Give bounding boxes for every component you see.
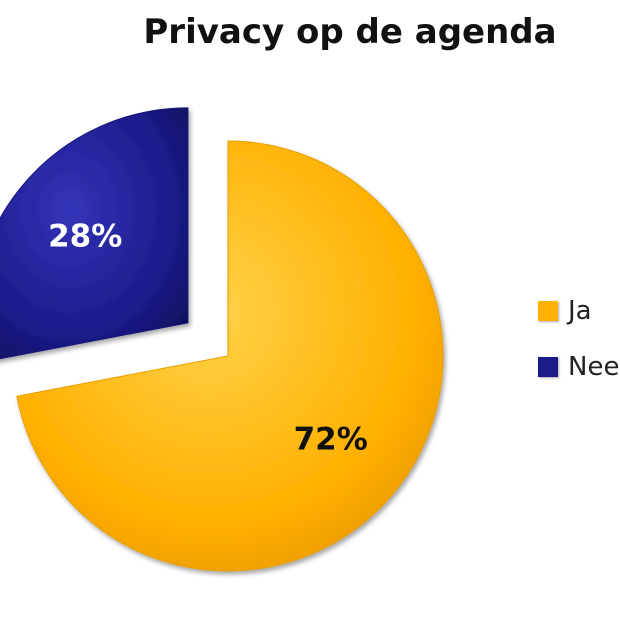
slice-label-ja: 72%	[294, 421, 368, 457]
legend-swatch-ja	[538, 301, 558, 321]
legend-swatch-nee	[538, 357, 558, 377]
legend-label-ja: Ja	[568, 296, 592, 326]
slice-label-nee: 28%	[48, 218, 122, 254]
legend-label-nee: Nee	[568, 352, 620, 382]
pie-slice-ja	[16, 140, 444, 572]
chart-title: Privacy op de agenda	[143, 12, 557, 52]
pie-slice-nee	[0, 107, 189, 360]
legend-item-nee: Nee	[538, 352, 619, 388]
legend-item-ja: Ja	[538, 296, 619, 332]
chart-legend: Ja Nee	[538, 296, 619, 408]
